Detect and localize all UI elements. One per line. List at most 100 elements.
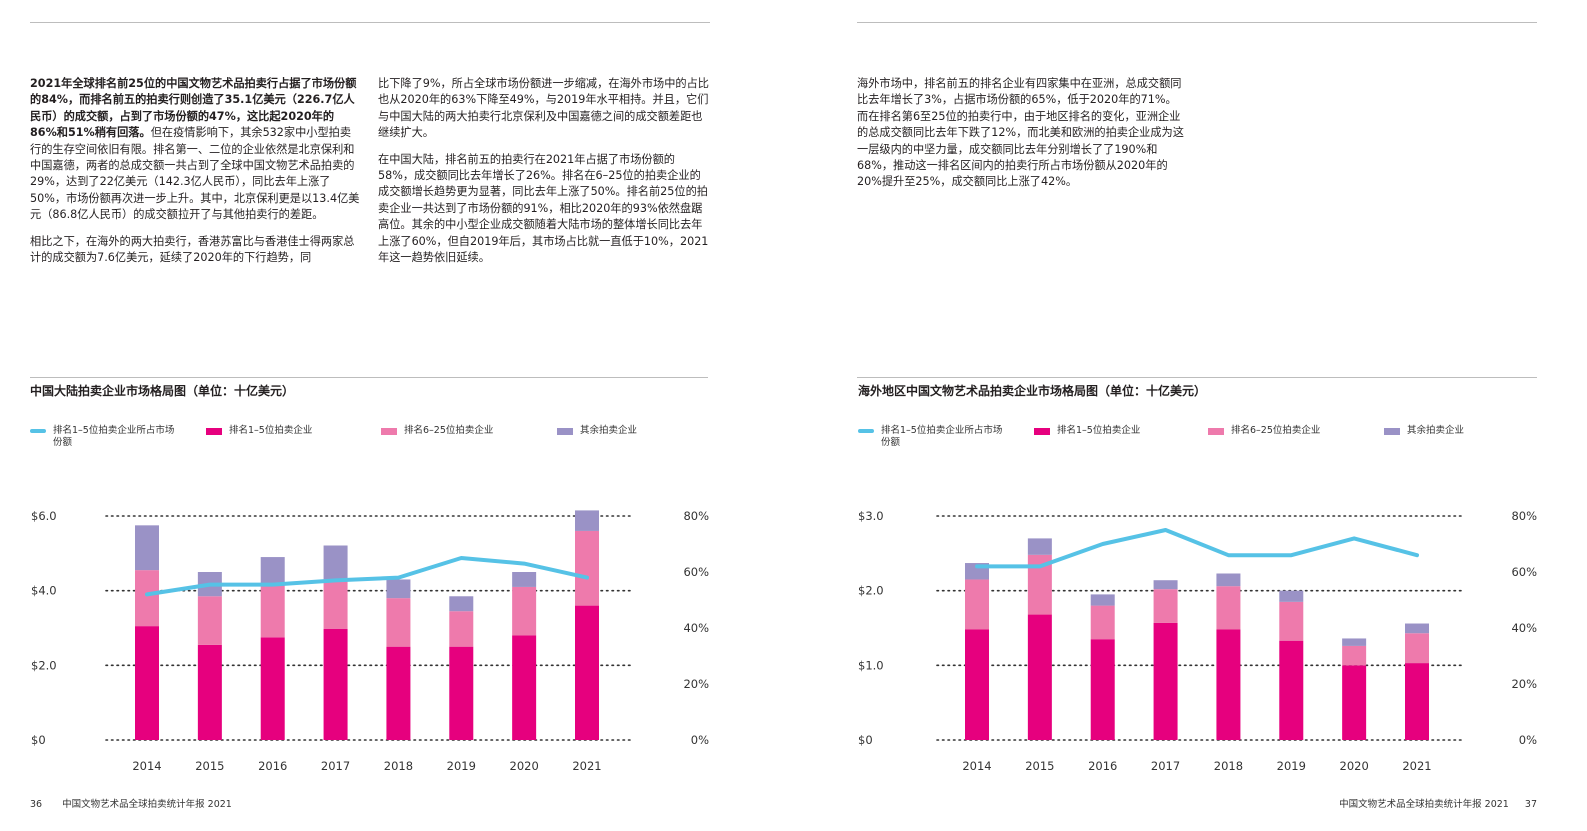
y-tick-label: $6.0 xyxy=(31,509,57,523)
bar-top5 xyxy=(1405,663,1429,740)
bar-top5 xyxy=(260,637,285,740)
right-col1-para1: 海外市场中，排名前五的排名企业有四家集中在亚洲，总成交额同比去年增长了3%，占据… xyxy=(857,77,1184,189)
legend-label: 排名6–25位拍卖企业 xyxy=(404,425,494,436)
chart2-title-rule xyxy=(857,377,1537,378)
bar-rank6_25 xyxy=(323,579,348,629)
right-text-column-1: 海外市场中，排名前五的排名企业有四家集中在亚洲，总成交额同比去年增长了3%，占据… xyxy=(857,76,1187,201)
y2-tick-label: 20% xyxy=(683,677,709,691)
bar-others xyxy=(386,579,411,599)
footer-page-number: 36 xyxy=(30,799,43,810)
bar-others xyxy=(1279,590,1304,602)
legend-swatch xyxy=(1034,428,1050,435)
bar-others xyxy=(1153,580,1178,590)
share-line xyxy=(145,556,589,597)
x-tick-label: 2020 xyxy=(1340,759,1369,773)
bar-others xyxy=(323,545,348,580)
bar-top5 xyxy=(1027,614,1052,740)
bar-others xyxy=(1342,638,1367,646)
bar-top5 xyxy=(512,635,537,740)
legend-swatch xyxy=(1384,428,1400,435)
bar-others xyxy=(1216,573,1241,587)
bar-top5 xyxy=(386,646,411,740)
y2-tick-label: 40% xyxy=(1511,621,1537,635)
bar-rank6_25 xyxy=(1216,586,1241,630)
bar-rank6_25 xyxy=(260,585,285,638)
bar-top5 xyxy=(135,626,159,740)
footer-left: 36 中国文物艺术品全球拍卖统计年报 2021 xyxy=(30,796,232,810)
top-rule-left xyxy=(30,22,710,23)
x-tick-label: 2015 xyxy=(1025,759,1054,773)
legend-line-swatch xyxy=(858,429,874,433)
y2-tick-label: 80% xyxy=(683,509,709,523)
x-tick-label: 2016 xyxy=(1088,759,1117,773)
legend-label: 排名1–5位拍卖企业所占市场 份额 xyxy=(53,425,175,448)
x-tick-label: 2014 xyxy=(962,759,991,773)
bar-rank6_25 xyxy=(1342,645,1367,666)
bar-top5 xyxy=(1216,629,1241,740)
bar-rank6_25 xyxy=(1279,601,1304,641)
y-tick-label: $3.0 xyxy=(858,509,884,523)
top-rule-right xyxy=(857,22,1537,23)
x-tick-label: 2021 xyxy=(1402,759,1431,773)
y2-tick-label: 20% xyxy=(1511,677,1537,691)
bar-top5 xyxy=(1342,665,1367,740)
chart2-svg: $0 $1.0 $2.0 $3.0 0% 20% 40% 60% 80% 2014 2015 2016… xyxy=(858,509,1537,773)
y-tick-label: $4.0 xyxy=(31,584,57,598)
chart1-title: 中国大陆拍卖企业市场格局图（单位：十亿美元） xyxy=(30,384,295,398)
y-tick-label: $0 xyxy=(858,733,873,747)
bar-others xyxy=(575,510,599,531)
legend-label: 其余拍卖企业 xyxy=(580,425,638,436)
chart1-svg: $0 $2.0 $4.0 $6.0 0% 20% 40% 60% 80% 2014 2015 2016… xyxy=(31,509,709,773)
bar-others xyxy=(135,525,159,571)
bar-top5 xyxy=(1279,640,1304,740)
bar-others xyxy=(449,596,474,612)
left-col2-para2: 在中国大陆，排名前五的拍卖行在2021年占据了市场份额的58%，成交额同比去年增… xyxy=(378,152,709,265)
bar-rank6_25 xyxy=(449,611,474,647)
chart2-title: 海外地区中国文物艺术品拍卖企业市场格局图（单位：十亿美元） xyxy=(858,384,1207,398)
legend-label: 排名1–5位拍卖企业 xyxy=(229,425,313,436)
bar-top5 xyxy=(965,629,989,740)
bar-others xyxy=(512,572,537,587)
bar-top5 xyxy=(323,628,348,740)
footer-right: 中国文物艺术品全球拍卖统计年报 2021 37 xyxy=(1339,796,1537,810)
bar-rank6_25 xyxy=(135,570,159,627)
footer-page-number: 37 xyxy=(1524,799,1537,810)
left-col1-para1: 但在疫情影响下，其余532家中小型拍卖行的生存空间依旧有限。排名第一、二位的企业… xyxy=(30,126,360,222)
y2-tick-label: 80% xyxy=(1511,509,1537,523)
legend-swatch xyxy=(1208,428,1224,435)
y2-tick-label: 60% xyxy=(1511,565,1537,579)
x-tick-label: 2016 xyxy=(258,759,287,773)
left-col1-para2: 相比之下，在海外的两大拍卖行，香港苏富比与香港佳士得两家总计的成交额为7.6亿美… xyxy=(30,234,355,265)
bar-top5 xyxy=(197,644,222,740)
share-line xyxy=(975,528,1419,569)
left-text-column-1: 2021年全球排名前25位的中国文物艺术品拍卖行占据了市场份额的84%，而排名前… xyxy=(30,76,360,276)
x-tick-label: 2014 xyxy=(132,759,161,773)
legend-label: 排名1–5位拍卖企业 xyxy=(1057,425,1141,436)
y2-tick-label: 40% xyxy=(683,621,709,635)
y2-tick-label: 0% xyxy=(691,733,709,747)
bar-rank6_25 xyxy=(197,596,222,645)
left-col1-bold-lead: 2021年全球排名前25位的中国文物艺术品拍卖行占据了市场份额的84%，而排名前… xyxy=(30,77,357,140)
legend-label: 排名1–5位拍卖企业所占市场 份额 xyxy=(881,425,1003,448)
y-tick-label: $2.0 xyxy=(858,584,884,598)
footer-title: 中国文物艺术品全球拍卖统计年报 2021 xyxy=(1339,799,1509,810)
x-tick-label: 2021 xyxy=(572,759,601,773)
bar-top5 xyxy=(1090,639,1115,740)
chart1-title-rule xyxy=(30,377,708,378)
legend-swatch xyxy=(557,428,573,435)
x-tick-label: 2018 xyxy=(384,759,413,773)
legend-swatch xyxy=(381,428,397,435)
x-tick-label: 2015 xyxy=(195,759,224,773)
y-tick-label: $0 xyxy=(31,733,46,747)
legend-label: 其余拍卖企业 xyxy=(1407,425,1465,436)
x-tick-label: 2018 xyxy=(1214,759,1243,773)
bar-rank6_25 xyxy=(1405,633,1429,664)
legend-swatch xyxy=(206,428,222,435)
legend-line-swatch xyxy=(30,429,46,433)
left-col2-para1: 比下降了9%，所占全球市场份额进一步缩减，在海外市场中的占比也从2020年的63… xyxy=(378,77,709,140)
x-tick-label: 2019 xyxy=(447,759,476,773)
bar-rank6_25 xyxy=(1153,589,1178,623)
x-tick-label: 2017 xyxy=(321,759,350,773)
x-tick-label: 2017 xyxy=(1151,759,1180,773)
bar-rank6_25 xyxy=(965,579,989,630)
